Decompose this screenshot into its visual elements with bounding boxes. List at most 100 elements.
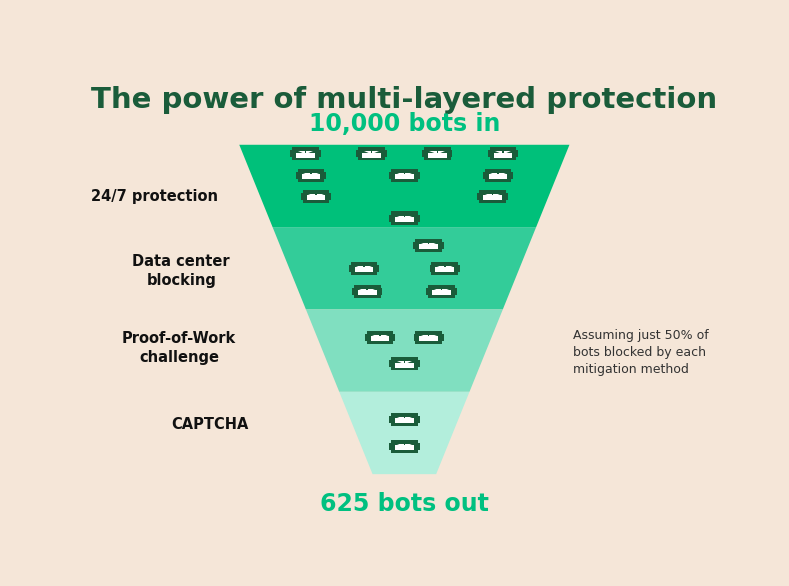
Bar [391, 440, 417, 453]
Polygon shape [356, 266, 363, 269]
Polygon shape [499, 173, 506, 176]
Polygon shape [493, 195, 500, 197]
Bar [430, 265, 433, 272]
Text: 625 bots out: 625 bots out [320, 492, 489, 516]
Bar [428, 285, 454, 298]
Polygon shape [365, 266, 372, 269]
Bar [391, 413, 417, 426]
Polygon shape [397, 417, 404, 420]
Bar [301, 174, 320, 179]
Bar [349, 265, 353, 272]
Polygon shape [397, 362, 404, 364]
Bar [416, 416, 420, 423]
Bar [432, 290, 451, 295]
Bar [490, 147, 517, 161]
Bar [317, 151, 320, 157]
Polygon shape [421, 243, 428, 246]
Bar [509, 172, 513, 179]
Text: 10,000 bots in: 10,000 bots in [308, 111, 500, 135]
Bar [416, 214, 420, 222]
Bar [428, 152, 447, 158]
Bar [354, 285, 380, 298]
Bar [395, 363, 413, 367]
Bar [453, 288, 457, 295]
Polygon shape [372, 151, 380, 154]
Polygon shape [421, 335, 428, 338]
Text: Data center
blocking: Data center blocking [133, 254, 230, 288]
Text: Assuming just 50% of
bots blocked by each
mitigation method: Assuming just 50% of bots blocked by eac… [573, 329, 709, 376]
Bar [365, 334, 368, 341]
Bar [391, 334, 395, 341]
Polygon shape [308, 195, 316, 197]
Bar [322, 172, 326, 179]
Polygon shape [429, 243, 436, 246]
Bar [296, 172, 300, 179]
Bar [416, 331, 442, 344]
Polygon shape [405, 362, 412, 364]
Text: CAPTCHA: CAPTCHA [171, 417, 249, 432]
Bar [327, 193, 331, 200]
Bar [297, 169, 324, 182]
Polygon shape [429, 335, 436, 338]
Bar [436, 267, 454, 272]
Bar [350, 262, 377, 275]
Bar [292, 147, 319, 161]
Bar [301, 193, 305, 200]
Polygon shape [303, 173, 310, 176]
Bar [426, 288, 430, 295]
Polygon shape [446, 266, 453, 269]
Bar [488, 174, 507, 179]
Bar [352, 288, 356, 295]
Polygon shape [495, 151, 503, 154]
Bar [307, 196, 325, 200]
Bar [419, 244, 438, 249]
Polygon shape [429, 151, 436, 154]
Bar [483, 172, 487, 179]
Polygon shape [368, 289, 375, 292]
Bar [484, 196, 502, 200]
Bar [432, 262, 458, 275]
Bar [416, 443, 420, 450]
Polygon shape [381, 335, 387, 338]
Bar [297, 152, 315, 158]
Bar [362, 152, 381, 158]
Polygon shape [306, 309, 503, 392]
Bar [484, 169, 511, 182]
Polygon shape [397, 444, 404, 447]
Bar [413, 242, 417, 248]
Polygon shape [297, 151, 305, 154]
Bar [389, 360, 393, 367]
Polygon shape [484, 195, 492, 197]
Bar [456, 265, 460, 272]
Bar [367, 331, 393, 344]
Bar [395, 217, 413, 222]
Bar [514, 151, 518, 157]
Bar [389, 416, 393, 423]
Bar [376, 265, 379, 272]
Polygon shape [239, 145, 570, 227]
Bar [420, 336, 438, 341]
Polygon shape [405, 444, 412, 447]
Polygon shape [306, 151, 313, 154]
Bar [424, 147, 451, 161]
Bar [391, 357, 417, 370]
Bar [371, 336, 389, 341]
Polygon shape [397, 173, 404, 176]
Polygon shape [442, 289, 449, 292]
Bar [303, 190, 330, 203]
Bar [389, 172, 393, 179]
Bar [389, 214, 393, 222]
Bar [479, 190, 506, 203]
Bar [440, 242, 443, 248]
Polygon shape [312, 173, 319, 176]
Polygon shape [360, 289, 367, 292]
Bar [415, 239, 442, 252]
Bar [416, 172, 420, 179]
Bar [422, 151, 426, 157]
Polygon shape [405, 216, 412, 219]
Polygon shape [437, 266, 444, 269]
Text: 24/7 protection: 24/7 protection [91, 189, 218, 204]
Bar [290, 151, 294, 157]
Bar [504, 193, 507, 200]
Bar [391, 169, 417, 182]
